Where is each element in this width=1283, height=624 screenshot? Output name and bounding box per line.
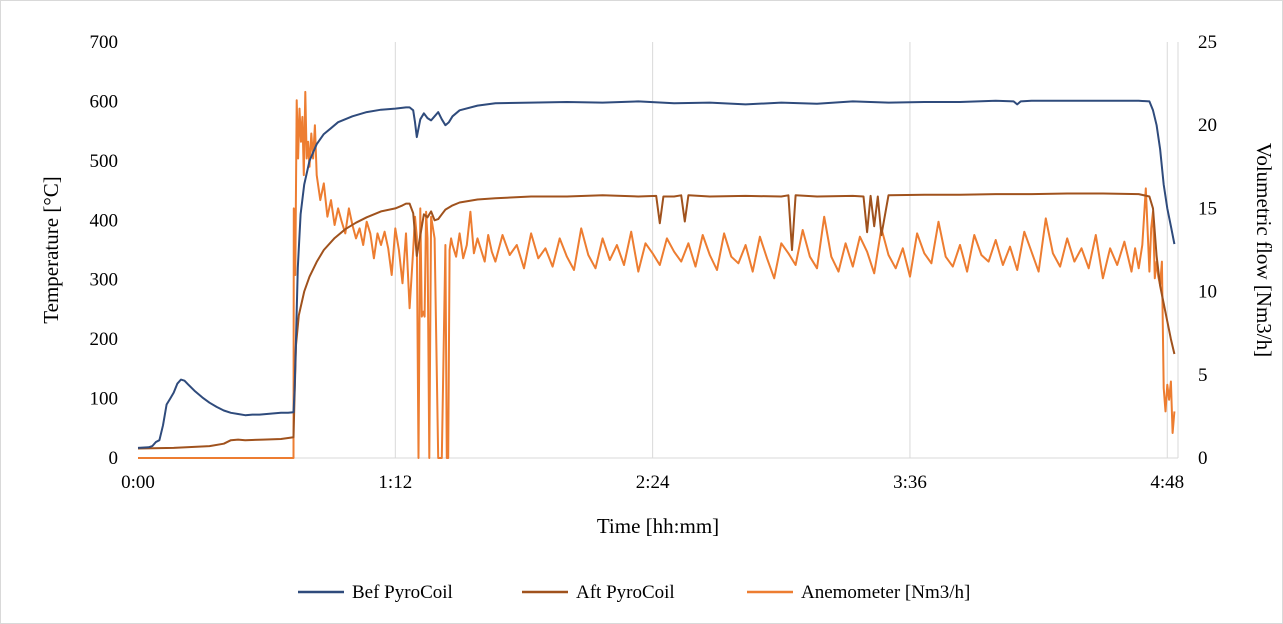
- legend-label: Bef PyroCoil: [352, 582, 453, 603]
- y2-tick-label: 15: [1198, 198, 1217, 219]
- y-tick-label: 400: [90, 210, 119, 231]
- x-tick-label: 3:36: [893, 472, 927, 493]
- y-tick-label: 600: [90, 91, 119, 112]
- x-tick-label: 1:12: [378, 472, 412, 493]
- right-y-axis: 0 5 10 15 20 25: [1198, 32, 1217, 469]
- series-line-3: [138, 90, 1176, 459]
- y2-tick-label: 5: [1198, 365, 1208, 386]
- y-tick-label: 0: [109, 448, 119, 469]
- y-tick-label: 300: [90, 270, 119, 291]
- legend: Bef PyroCoil Aft PyroCoil Anemometer [Nm3/…: [298, 582, 970, 603]
- series-line-2: [137, 192, 1176, 450]
- y2-tick-label: 25: [1198, 32, 1217, 53]
- x-axis-title: Time [hh:mm]: [597, 514, 719, 538]
- y-tick-label: 100: [90, 389, 119, 410]
- legend-label: Aft PyroCoil: [576, 582, 675, 603]
- y-tick-label: 200: [90, 329, 119, 350]
- y-axis-title-left: Temperature [°C]: [39, 176, 63, 323]
- y2-tick-label: 0: [1198, 448, 1208, 469]
- y-tick-label: 700: [90, 32, 119, 53]
- left-y-axis: 0 100 200 300 400 500 600 700: [90, 32, 119, 469]
- x-tick-label: 4:48: [1150, 472, 1184, 493]
- y2-tick-label: 20: [1198, 115, 1217, 136]
- series-layer: [137, 90, 1176, 459]
- y2-tick-label: 10: [1198, 282, 1217, 303]
- legend-label: Anemometer [Nm3/h]: [801, 582, 970, 603]
- x-axis: 0:00 1:12 2:24 3:36 4:48: [121, 472, 1184, 493]
- x-tick-label: 0:00: [121, 472, 155, 493]
- series-line-1: [137, 99, 1176, 449]
- y-tick-label: 500: [90, 151, 119, 172]
- y-axis-title-right: Volumetric flow [Nm3/h]: [1252, 143, 1276, 357]
- vertical-gridlines: [394, 42, 1179, 458]
- x-tick-label: 2:24: [636, 472, 670, 493]
